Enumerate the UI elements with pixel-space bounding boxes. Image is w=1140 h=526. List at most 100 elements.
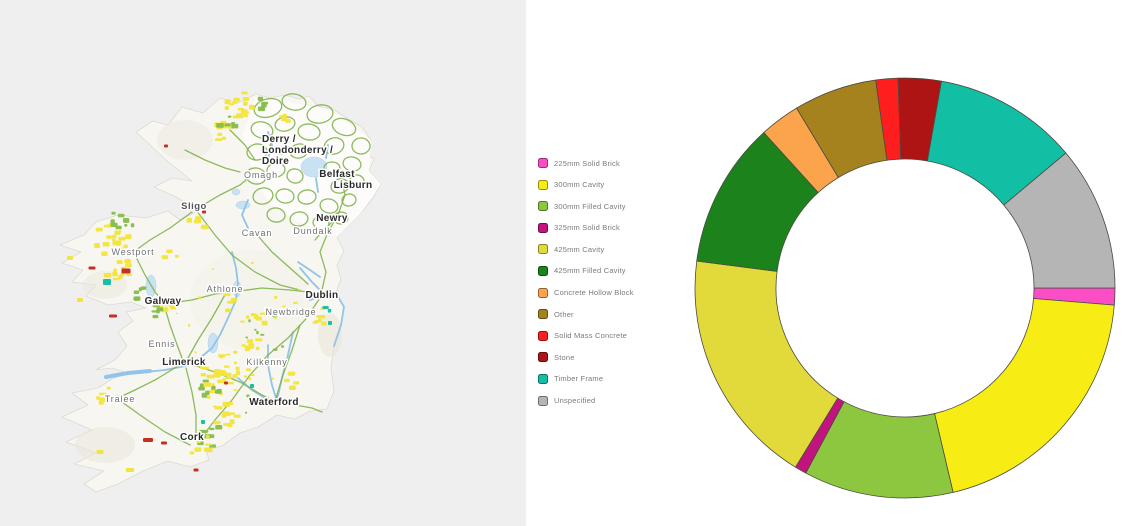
dwelling-patch-yellow <box>218 370 226 373</box>
dwelling-patch-yellow <box>126 273 133 276</box>
dwelling-patch-yellow <box>246 315 250 319</box>
dwelling-patch-yellow <box>120 273 125 277</box>
river <box>325 144 329 159</box>
road-mesh-cell <box>331 117 357 137</box>
road-mesh-cell <box>275 188 295 204</box>
legend-swatch-icon <box>538 158 548 168</box>
road-mesh-cell <box>250 121 274 139</box>
city-label-tralee: Tralee <box>105 394 136 404</box>
dwelling-patch-yellow <box>197 432 202 438</box>
dwelling-patch-green <box>117 213 125 218</box>
city-label-derry: Derry / Londonderry / Doire <box>262 134 333 167</box>
donut-slice-425mm-cavity[interactable] <box>694 260 839 468</box>
city-label-lisburn: Lisburn <box>334 180 373 191</box>
river <box>297 261 321 278</box>
legend-item[interactable]: Concrete Hollow Block <box>538 287 634 298</box>
dwelling-patch-green <box>110 219 115 224</box>
dwelling-patch-teal <box>201 420 205 424</box>
legend-label: Concrete Hollow Block <box>554 288 634 298</box>
road <box>275 324 301 399</box>
dwelling-patch-yellow <box>198 296 202 300</box>
dwelling-patch-yellow <box>103 273 112 278</box>
dwelling-patch-yellow <box>249 343 255 349</box>
legend-swatch-icon <box>538 179 548 190</box>
city-label-dublin: Dublin <box>306 290 339 301</box>
dwelling-patch-green <box>123 218 130 223</box>
road <box>164 307 183 359</box>
dwelling-patch-green <box>257 106 265 112</box>
legend-item[interactable]: Stone <box>538 352 634 363</box>
dwelling-patch-yellow <box>226 381 234 385</box>
legend-swatch-icon <box>538 287 548 298</box>
legend-label: 225mm Solid Brick <box>554 158 620 168</box>
dwelling-patch-green <box>124 224 128 227</box>
river <box>333 292 345 347</box>
dwelling-patch-yellow <box>241 111 250 114</box>
dwelling-patch-yellow <box>166 249 173 253</box>
dwelling-patch-yellow <box>292 301 298 304</box>
dwelling-patch-yellow <box>250 313 256 317</box>
terrain-tint <box>75 427 135 463</box>
map-panel[interactable]: Derry / Londonderry / Doire Omagh Belfast Lis… <box>0 0 526 526</box>
legend-swatch-icon <box>538 244 548 255</box>
dwelling-patch-yellow <box>240 320 245 323</box>
road-mesh-cell <box>351 137 371 155</box>
dwelling-patch-green <box>198 386 205 391</box>
road-mesh-cell <box>246 143 268 161</box>
legend-item[interactable]: Timber Frame <box>538 373 634 384</box>
legend-item[interactable]: 300mm Filled Cavity <box>538 201 634 212</box>
legend-item[interactable]: 300mm Cavity <box>538 179 634 190</box>
legend-item[interactable]: Unspecified <box>538 395 634 406</box>
dwelling-patch-yellow <box>186 217 192 223</box>
dwelling-patch-yellow <box>106 235 112 239</box>
dwelling-patch-yellow <box>225 353 231 356</box>
dwelling-patch-green <box>130 223 135 228</box>
dwelling-patch-yellow <box>196 440 201 444</box>
donut-slice-unspecified[interactable] <box>1003 152 1116 289</box>
dwelling-patch-green <box>245 411 248 414</box>
road-mesh-cell <box>281 93 307 111</box>
lake <box>231 188 241 196</box>
legend-item[interactable]: 325mm Solid Brick <box>538 222 634 233</box>
dwelling-patch-yellow <box>217 132 223 136</box>
legend-item[interactable]: Other <box>538 309 634 320</box>
dwelling-patch-red <box>121 268 131 274</box>
dwelling-patch-yellow <box>194 447 202 452</box>
legend-item[interactable]: 225mm Solid Brick <box>538 158 634 168</box>
dwelling-patch-yellow <box>211 383 215 386</box>
dwelling-patch-yellow <box>230 412 235 415</box>
dwelling-patch-yellow <box>166 300 175 304</box>
dwelling-patch-yellow <box>321 321 327 326</box>
dwelling-patch-yellow <box>120 266 126 269</box>
dwelling-patch-yellow <box>215 138 223 141</box>
dwelling-patch-teal <box>327 308 332 313</box>
lake <box>300 156 328 178</box>
dwelling-patch-yellow <box>175 254 179 258</box>
legend-item[interactable]: Solid Mass Concrete <box>538 330 634 341</box>
city-label-omagh: Omagh <box>244 170 278 180</box>
dwelling-patch-yellow <box>317 318 322 323</box>
river <box>315 177 319 193</box>
legend-item[interactable]: 425mm Filled Cavity <box>538 265 634 276</box>
legend-item[interactable]: 425mm Cavity <box>538 244 634 255</box>
dwelling-patch-red <box>202 210 206 214</box>
dwelling-patch-yellow <box>235 370 240 376</box>
road-mesh-cell <box>297 123 321 141</box>
dwelling-patch-yellow <box>287 371 296 376</box>
road <box>169 287 319 304</box>
shannon-estuary <box>104 369 152 379</box>
donut-chart[interactable] <box>526 0 1140 526</box>
dwelling-patch-yellow <box>206 374 215 379</box>
chart-panel: 225mm Solid Brick 300mm Cavity 300mm Fille… <box>526 0 1140 526</box>
road-mesh-cell <box>323 161 341 175</box>
dwelling-patch-yellow <box>293 381 300 385</box>
dwelling-patch-green <box>133 296 138 301</box>
ireland-map[interactable]: Derry / Londonderry / Doire Omagh BelfastLis… <box>0 0 526 526</box>
donut-slice-300mm-cavity[interactable] <box>934 298 1115 493</box>
legend-swatch-icon <box>538 222 548 233</box>
terrain-tint <box>190 250 310 350</box>
road-mesh-cell <box>289 211 309 227</box>
legend-label: Stone <box>554 352 575 362</box>
dwelling-patch-yellow <box>101 251 108 256</box>
dwelling-patch-yellow <box>112 278 120 281</box>
